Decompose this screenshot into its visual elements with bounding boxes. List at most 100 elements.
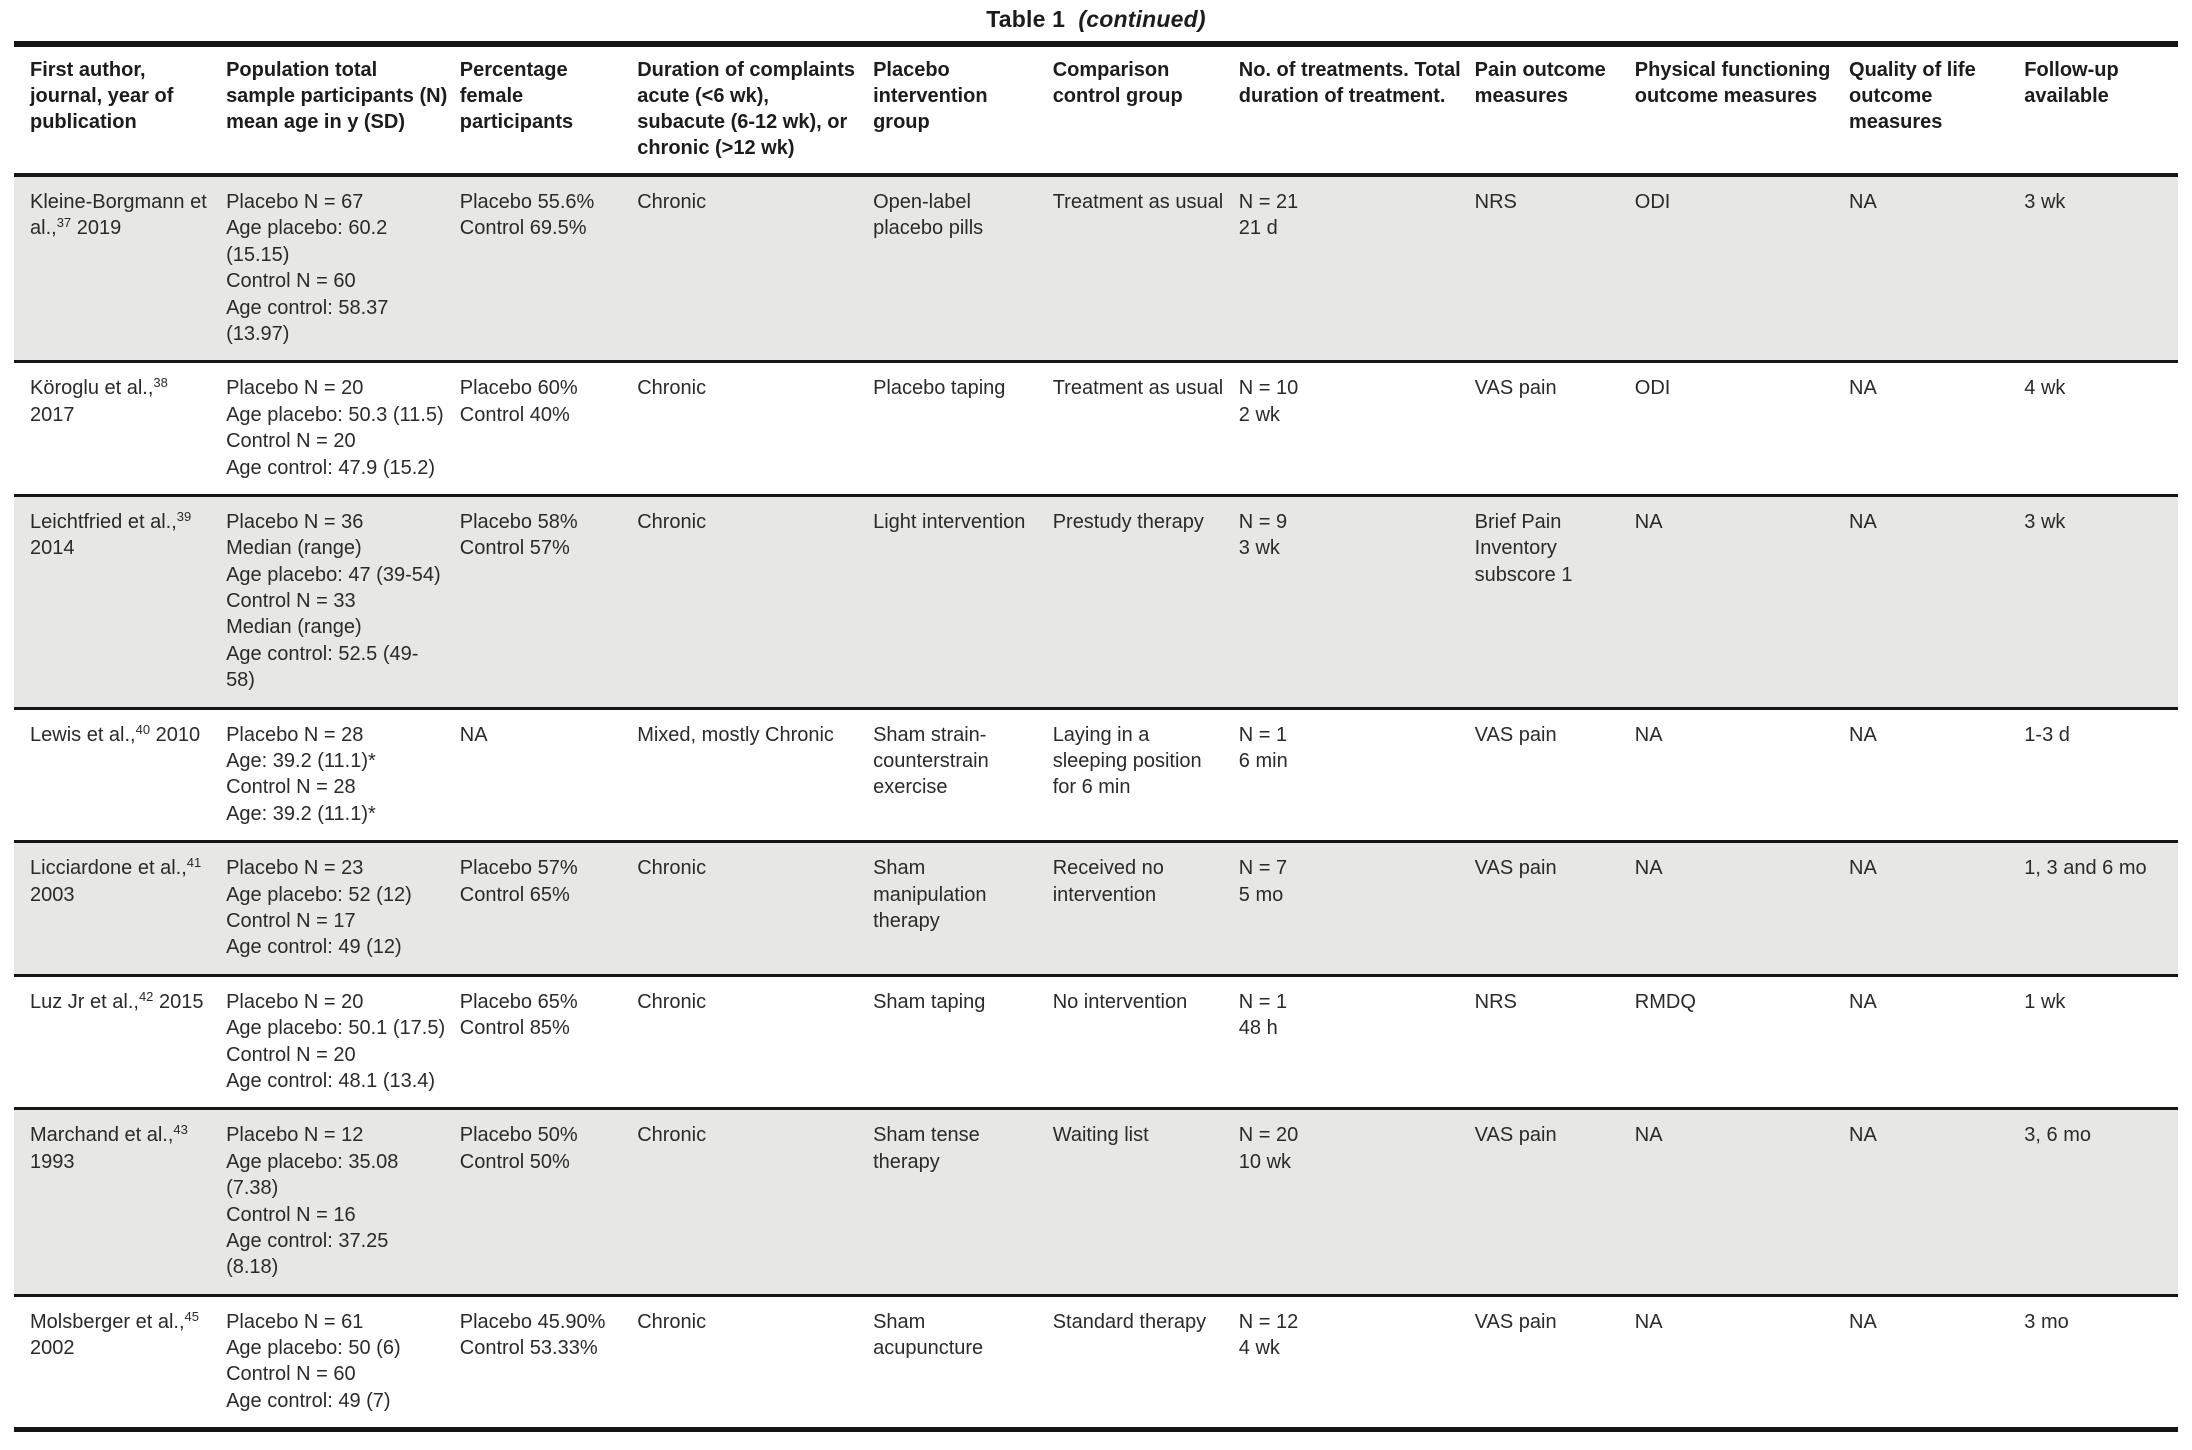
cell-pain-outcome: NRS	[1474, 990, 1517, 1013]
cell-population: Placebo N = 12 Age placebo: 35.08 (7.38)…	[226, 1124, 399, 1279]
author-name: Molsberger et al.,	[30, 1310, 185, 1333]
cell-followup: 1 wk	[2024, 990, 2066, 1013]
cell-comparison-group: Received no intervention	[1052, 857, 1164, 906]
cell-percentage-female: Placebo 55.6% Control 69.5%	[459, 191, 595, 240]
studies-table: First author, journal, year of publicati…	[14, 41, 2178, 1433]
author-name: Leichtfried et al.,	[30, 510, 177, 533]
cell-duration: Chronic	[637, 191, 707, 213]
cell-followup: 3 wk	[2024, 191, 2066, 213]
author-name: Köroglu et al.,	[30, 377, 154, 400]
cell-followup: 1-3 d	[2024, 723, 2070, 746]
cell-treatments: N = 1 48 h	[1238, 990, 1288, 1040]
cell-pain-outcome: VAS pain	[1474, 857, 1557, 880]
cell-treatments: N = 20 10 wk	[1238, 1124, 1299, 1173]
cell-population: Placebo N = 23 Age placebo: 52 (12) Cont…	[226, 857, 412, 959]
cell-pain-outcome: NRS	[1474, 191, 1517, 213]
cell-followup: 3 mo	[2024, 1310, 2069, 1333]
cell-treatments: N = 1 6 min	[1238, 723, 1288, 773]
cell-placebo-group: Sham tense therapy	[873, 1124, 980, 1173]
col-header-qol-outcome: Quality of life outcome measures	[1849, 59, 1976, 133]
reference-superscript: 42	[138, 988, 154, 1004]
cell-author: Luz Jr et al.,42 2015	[14, 975, 226, 1109]
reference-superscript: 45	[184, 1308, 199, 1324]
author-name: Luz Jr et al.,	[30, 990, 139, 1013]
cell-placebo-group: Light intervention	[873, 510, 1026, 533]
cell-author: Licciardone et al.,41 2003	[14, 842, 226, 976]
table-row: Licciardone et al.,41 2003 Placebo N = 2…	[14, 841, 2178, 976]
cell-author: Marchand et al.,43 1993	[14, 1109, 226, 1295]
cell-author: Kleine-Borgmann et al.,37 2019	[14, 175, 226, 362]
publication-year: 2014	[30, 537, 75, 560]
cell-qol-outcome: NA	[1849, 723, 1877, 746]
cell-author: Lewis et al.,40 2010	[14, 708, 226, 842]
cell-population: Placebo N = 61 Age placebo: 50 (6) Contr…	[226, 1310, 401, 1412]
cell-physical-outcome: NA	[1634, 1124, 1663, 1147]
cell-placebo-group: Sham acupuncture	[873, 1310, 984, 1360]
cell-qol-outcome: NA	[1849, 377, 1877, 400]
cell-percentage-female: NA	[459, 723, 488, 746]
cell-qol-outcome: NA	[1849, 1310, 1877, 1333]
cell-duration: Chronic	[637, 1124, 707, 1147]
table-number: Table 1	[986, 6, 1066, 32]
publication-year: 2015	[158, 990, 204, 1013]
author-name: Kleine-Borgmann et al.,	[30, 191, 207, 240]
table-row: Luz Jr et al.,42 2015 Placebo N = 20 Age…	[14, 975, 2178, 1109]
header-row: First author, journal, year of publicati…	[14, 44, 2178, 175]
cell-comparison-group: Treatment as usual	[1052, 191, 1224, 213]
cell-percentage-female: Placebo 60% Control 40%	[459, 377, 578, 426]
cell-placebo-group: Sham strain-counterstrain exercise	[873, 723, 989, 799]
cell-population: Placebo N = 28 Age: 39.2 (11.1)* Control…	[226, 723, 376, 825]
cell-placebo-group: Placebo taping	[873, 377, 1006, 400]
cell-followup: 3, 6 mo	[2024, 1124, 2091, 1147]
col-header-placebo-group: Placebo intervention group	[873, 59, 988, 133]
cell-pain-outcome: VAS pain	[1474, 1310, 1557, 1333]
cell-qol-outcome: NA	[1849, 1124, 1877, 1147]
cell-placebo-group: Sham taping	[873, 990, 986, 1013]
cell-physical-outcome: NA	[1634, 510, 1663, 533]
table-body: Kleine-Borgmann et al.,37 2019 Placebo N…	[14, 175, 2178, 1430]
cell-percentage-female: Placebo 50% Control 50%	[459, 1124, 578, 1173]
cell-comparison-group: Prestudy therapy	[1052, 510, 1204, 533]
publication-year: 2010	[155, 723, 201, 746]
cell-population: Placebo N = 20 Age placebo: 50.1 (17.5) …	[226, 990, 446, 1092]
cell-qol-outcome: NA	[1849, 510, 1877, 533]
cell-duration: Mixed, mostly Chronic	[637, 723, 834, 746]
cell-treatments: N = 12 4 wk	[1238, 1310, 1299, 1360]
cell-pain-outcome: VAS pain	[1474, 377, 1557, 400]
reference-superscript: 38	[153, 375, 168, 391]
cell-qol-outcome: NA	[1849, 191, 1877, 213]
table-row: Leichtfried et al.,39 2014 Placebo N = 3…	[14, 495, 2178, 709]
cell-comparison-group: Laying in a sleeping position for 6 min	[1052, 723, 1202, 799]
cell-percentage-female: Placebo 45.90% Control 53.33%	[459, 1310, 606, 1360]
cell-physical-outcome: NA	[1634, 723, 1663, 746]
cell-physical-outcome: ODI	[1634, 377, 1671, 400]
cell-placebo-group: Open-label placebo pills	[873, 191, 984, 240]
cell-treatments: N = 9 3 wk	[1238, 510, 1288, 560]
reference-superscript: 40	[135, 721, 151, 737]
reference-superscript: 37	[56, 215, 72, 231]
author-name: Lewis et al.,	[30, 723, 136, 746]
cell-comparison-group: Treatment as usual	[1052, 377, 1224, 400]
reference-superscript: 43	[173, 1122, 188, 1138]
cell-pain-outcome: VAS pain	[1474, 1124, 1557, 1147]
continued-label: (continued)	[1078, 6, 1206, 32]
cell-physical-outcome: NA	[1634, 857, 1663, 880]
publication-year: 2019	[76, 217, 122, 240]
table-row: Lewis et al.,40 2010 Placebo N = 28 Age:…	[14, 708, 2178, 842]
cell-author: Leichtfried et al.,39 2014	[14, 495, 226, 708]
cell-population: Placebo N = 67 Age placebo: 60.2 (15.15)…	[226, 191, 389, 345]
cell-percentage-female: Placebo 57% Control 65%	[459, 857, 578, 906]
author-name: Licciardone et al.,	[30, 857, 187, 880]
col-header-treatments: No. of treatments. Total duration of tre…	[1238, 59, 1461, 107]
col-header-population: Population total sample participants (N)…	[226, 59, 448, 133]
author-name: Marchand et al.,	[30, 1124, 174, 1147]
cell-duration: Chronic	[637, 857, 707, 880]
cell-followup: 1, 3 and 6 mo	[2024, 857, 2147, 880]
cell-duration: Chronic	[637, 377, 707, 400]
col-header-physical-outcome: Physical functioning outcome measures	[1634, 59, 1831, 107]
cell-author: Köroglu et al.,38 2017	[14, 362, 226, 496]
col-header-percentage-female: Percentage female participants	[459, 59, 574, 133]
cell-treatments: N = 7 5 mo	[1238, 857, 1288, 906]
reference-superscript: 39	[176, 508, 192, 524]
